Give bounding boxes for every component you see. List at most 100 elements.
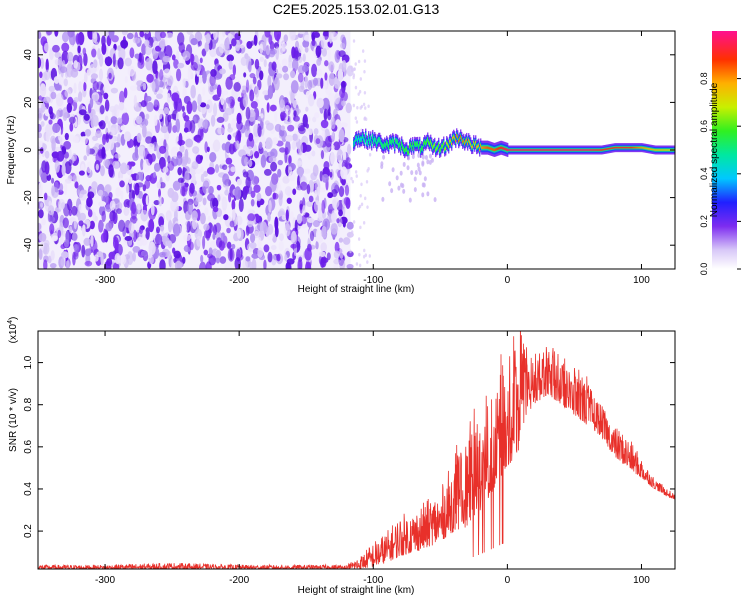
noise-blob	[250, 190, 256, 199]
noise-blob	[127, 65, 136, 77]
signal-column	[491, 147, 493, 151]
signal-column	[641, 146, 643, 149]
signal-column	[623, 146, 625, 149]
signal-tail-blob	[401, 183, 405, 189]
signal-column	[620, 146, 622, 149]
noise-blob	[258, 141, 263, 150]
noise-blob	[320, 150, 325, 160]
noise-blob	[354, 116, 358, 121]
noise-blob	[316, 186, 321, 196]
noise-blob	[86, 144, 90, 157]
noise-blob	[215, 237, 223, 248]
noise-blob	[142, 82, 147, 91]
noise-blob	[200, 254, 204, 263]
noise-blob	[83, 155, 88, 161]
noise-blob	[232, 64, 237, 76]
noise-blob	[126, 183, 130, 194]
noise-blob	[250, 233, 256, 243]
noise-blob	[66, 102, 73, 113]
noise-blob	[324, 72, 328, 81]
noise-blob	[197, 40, 202, 47]
noise-blob	[86, 196, 93, 208]
noise-blob	[311, 39, 316, 47]
noise-blob	[179, 144, 185, 153]
signal-column	[358, 136, 360, 139]
noise-blob	[250, 199, 255, 207]
noise-blob	[177, 62, 185, 69]
signal-column	[602, 149, 604, 151]
noise-blob	[307, 79, 313, 91]
signal-column	[592, 149, 594, 151]
snr-plot	[38, 331, 675, 569]
noise-blob	[84, 135, 89, 145]
noise-blob	[210, 114, 216, 127]
noise-blob	[49, 111, 54, 120]
noise-blob	[80, 131, 86, 138]
signal-tail-blob	[381, 196, 385, 202]
noise-blob	[222, 164, 228, 171]
noise-blob	[216, 84, 222, 98]
noise-blob	[116, 201, 123, 211]
noise-blob	[104, 56, 109, 64]
noise-blob	[277, 42, 284, 55]
noise-blob	[160, 125, 169, 134]
noise-blob	[95, 163, 99, 171]
signal-tail-blob	[417, 152, 421, 158]
noise-blob	[366, 169, 369, 173]
signal-column	[513, 149, 515, 151]
signal-column	[654, 149, 656, 151]
noise-blob	[302, 53, 306, 62]
noise-blob	[320, 35, 326, 48]
noise-blob	[189, 53, 195, 63]
signal-column	[458, 139, 460, 143]
noise-blob	[315, 45, 322, 58]
noise-blob	[287, 124, 295, 132]
noise-blob	[159, 69, 164, 82]
signal-tail-blob	[421, 161, 425, 167]
noise-blob	[145, 227, 150, 241]
signal-column	[514, 149, 516, 151]
noise-blob	[225, 97, 232, 104]
noise-blob	[315, 228, 322, 240]
noise-blob	[124, 76, 128, 83]
noise-blob	[352, 220, 356, 224]
signal-column	[507, 148, 509, 152]
noise-blob	[290, 211, 294, 221]
noise-blob	[167, 155, 171, 164]
signal-column	[612, 147, 614, 149]
signal-column	[390, 140, 392, 143]
noise-blob	[305, 261, 312, 269]
signal-column	[375, 139, 377, 143]
noise-blob	[279, 129, 285, 137]
signal-tail-blob	[390, 188, 394, 194]
signal-column	[485, 146, 487, 149]
noise-blob	[360, 202, 364, 207]
noise-blob	[144, 31, 152, 42]
noise-blob	[202, 235, 206, 250]
signal-tail-blob	[388, 181, 392, 187]
noise-blob	[331, 188, 338, 198]
signal-column	[637, 146, 639, 149]
noise-blob	[77, 45, 81, 54]
signal-column	[630, 146, 632, 149]
signal-tail-blob	[413, 176, 417, 182]
noise-blob	[196, 235, 202, 247]
noise-blob	[231, 199, 236, 211]
noise-blob	[100, 165, 105, 177]
noise-blob	[110, 116, 118, 125]
noise-blob	[119, 180, 125, 188]
noise-blob	[159, 31, 167, 39]
noise-blob	[282, 175, 290, 184]
noise-blob	[224, 38, 230, 51]
noise-blob	[212, 206, 219, 213]
signal-column	[501, 146, 503, 150]
noise-blob	[172, 223, 181, 237]
noise-blob	[330, 151, 335, 165]
signal-column	[470, 143, 472, 146]
noise-blob	[312, 77, 319, 86]
noise-blob	[273, 31, 282, 41]
signal-column	[625, 146, 627, 149]
signal-column	[395, 139, 397, 143]
signal-column	[558, 149, 560, 151]
noise-blob	[249, 73, 256, 79]
